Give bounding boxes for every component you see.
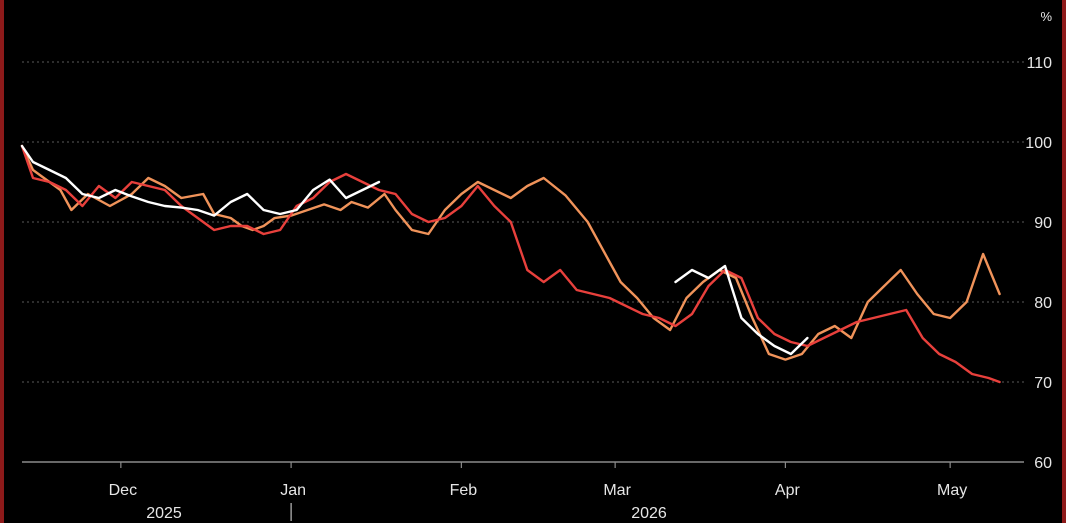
- y-tick-label: 90: [1034, 215, 1052, 232]
- x-tick-label: May: [937, 482, 967, 499]
- x-year-label: 2025: [146, 505, 182, 522]
- gridlines: [22, 61, 1024, 383]
- series-line-1: [20, 144, 1001, 361]
- y-axis: 60 70 80 90 100 110%: [1025, 9, 1052, 472]
- series-line-4: [674, 264, 809, 356]
- y-tick-label: 70: [1034, 375, 1052, 392]
- x-tick-label: Jan: [280, 482, 306, 499]
- x-tick-label: Apr: [775, 482, 801, 499]
- x-tick-label: Feb: [450, 482, 478, 499]
- x-tick-label: Mar: [603, 482, 631, 499]
- y-tick-label: 100: [1025, 135, 1052, 152]
- y-tick-label: 80: [1034, 295, 1052, 312]
- series-line-3: [20, 144, 381, 217]
- series-lines: [20, 144, 1001, 384]
- y-tick-label: 60: [1034, 455, 1052, 472]
- series-line-2: [20, 144, 1001, 384]
- line-chart: Dec Jan Feb Mar Apr May 2025 2026 60 70 80 90 100 11…: [20, 9, 1052, 522]
- y-tick-label: 110: [1026, 55, 1052, 72]
- x-tick-label: Dec: [109, 482, 137, 499]
- y-unit-label: %: [1040, 9, 1052, 24]
- x-axis: Dec Jan Feb Mar Apr May 2025 2026: [22, 461, 1024, 522]
- x-year-label: 2026: [631, 505, 667, 522]
